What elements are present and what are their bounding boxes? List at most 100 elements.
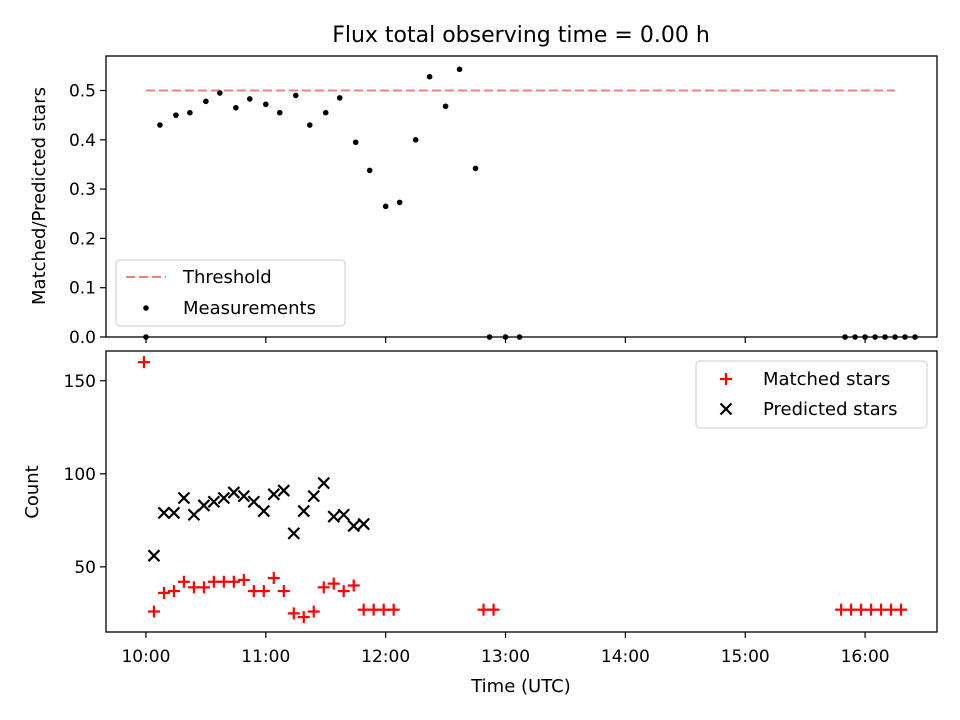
bottom-ytick-label: 150 [64,372,96,392]
matched-point [307,605,320,618]
predicted-point [187,508,201,522]
predicted-point-b [327,510,341,523]
top-ytick-label: 0.1 [69,279,96,299]
predicted-point [217,491,231,505]
predicted-point [327,510,341,523]
measurement-point [366,167,373,174]
legend-predicted-marker [719,402,733,416]
top-legend-box [115,259,346,327]
matched-point [147,605,160,618]
measurement-point [396,199,403,206]
bottom-xtick-label: 10:00 [121,647,170,667]
measurement-point [263,101,269,108]
predicted-point [177,491,191,505]
measurement-point [233,104,239,111]
legend-predicted-marker-b [719,402,733,416]
predicted-point-b [217,491,231,505]
predicted-point-b [207,495,221,509]
measurement-point [336,95,343,101]
predicted-point [297,504,311,518]
predicted-point [277,484,291,497]
measurement-point [173,112,179,118]
top-axes-frame [105,55,938,338]
predicted-point [267,488,281,501]
predicted-point-b [227,486,241,499]
matched-point [895,603,908,616]
predicted-point-b [357,517,370,531]
matched-point [277,585,290,598]
predicted-point [317,476,331,490]
matched-point [227,575,240,588]
measurement-point [306,122,313,128]
matched-point [337,585,350,598]
legend-matched-marker [720,373,732,385]
predicted-point [147,549,161,562]
measurement-point [276,109,283,116]
bottom-xtick-label: 12:00 [361,647,410,667]
matched-point [167,585,180,598]
predicted-point [197,499,211,512]
legend-threshold-label: Threshold [182,267,272,288]
measurement-point [203,98,209,105]
measurement-point [187,109,193,116]
matched-point [317,581,330,594]
matched-point [287,607,300,620]
predicted-point [247,495,261,509]
measurement-point [382,203,389,210]
predicted-point [357,517,370,531]
matched-point [347,579,360,592]
predicted-point-b [147,549,161,562]
matched-point [197,581,210,594]
measurement-point [352,139,359,146]
legend-measurements-swatch [143,305,149,311]
top-legend: Threshold Measurements [115,259,346,327]
bottom-legend-box [695,360,928,429]
predicted-point [227,486,241,499]
chart-title: Flux total observing time = 0.00 h [332,23,710,48]
predicted-point [307,489,321,503]
predicted-point-b [297,504,311,518]
matched-point [137,356,150,369]
predicted-point-b [317,476,331,490]
legend-predicted-swatch [719,402,733,416]
measurement-point [247,96,253,102]
top-yticks: 0.0 0.1 0.2 0.3 0.4 0.5 [69,82,106,348]
top-ytick-label: 0.0 [69,328,96,348]
predicted-point-b [247,495,261,509]
top-panel: 0.0 0.1 0.2 0.3 0.4 0.5 Matched/Predicted sta… [29,55,938,348]
legend-measurements-label: Measurements [183,298,316,319]
predicted-point [207,495,221,509]
predicted-point-b [277,484,291,497]
measurement-point [426,73,433,80]
predicted-point [347,519,360,533]
predicted-point-b [337,508,350,522]
predicted-point [257,504,271,518]
bottom-ylabel: Count [22,465,43,518]
predicted-point [167,506,181,520]
bottom-xtick-label: 16:00 [841,647,890,667]
bottom-xtick-label: 14:00 [601,647,650,667]
bottom-xticks: 10:00 11:00 12:00 13:00 14:00 15:00 16:00 [121,632,890,667]
predicted-point-b [157,506,171,520]
measurement-point [292,92,299,99]
bottom-ytick-label: 50 [74,558,96,578]
predicted-point [157,506,171,520]
measurement-point [322,109,329,116]
top-marks [143,66,918,340]
bottom-xtick-label: 11:00 [241,647,290,667]
measurement-point [472,165,479,172]
predicted-point-b [347,519,360,533]
predicted-point-b [287,527,301,540]
bottom-yticks: 50 100 150 [64,372,106,578]
bottom-marks [137,356,908,624]
measurement-point [456,66,463,73]
bottom-legend: Matched stars Predicted stars [695,360,928,429]
legend-matched-label: Matched stars [763,369,890,390]
predicted-point-b [307,489,321,503]
predicted-point-b [257,504,271,518]
top-ylabel: Matched/Predicted stars [29,87,50,305]
legend-predicted-label: Predicted stars [763,399,897,420]
top-ytick-label: 0.3 [69,180,96,200]
predicted-point-b [167,506,181,520]
